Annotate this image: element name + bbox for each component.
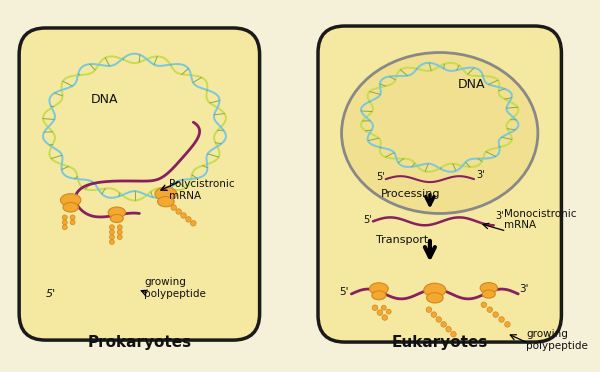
Circle shape — [431, 312, 437, 317]
Text: Eukaryotes: Eukaryotes — [392, 335, 488, 350]
Ellipse shape — [63, 202, 79, 212]
Text: 3': 3' — [519, 284, 529, 294]
Ellipse shape — [61, 194, 81, 206]
Circle shape — [372, 305, 377, 311]
Circle shape — [436, 317, 442, 322]
Ellipse shape — [110, 214, 123, 222]
Text: 3': 3' — [496, 211, 504, 221]
Circle shape — [377, 310, 383, 315]
Circle shape — [487, 307, 493, 312]
FancyBboxPatch shape — [19, 28, 260, 340]
Text: 5': 5' — [376, 172, 385, 182]
Circle shape — [62, 215, 67, 220]
Text: 5': 5' — [46, 289, 56, 299]
Ellipse shape — [427, 293, 443, 303]
Circle shape — [62, 220, 67, 225]
Text: Monocistronic
mRNA: Monocistronic mRNA — [503, 209, 576, 230]
Text: 5': 5' — [340, 287, 349, 297]
Circle shape — [186, 217, 191, 222]
Ellipse shape — [480, 283, 497, 294]
Circle shape — [191, 221, 196, 226]
Text: DNA: DNA — [90, 93, 118, 106]
Ellipse shape — [341, 52, 538, 214]
Circle shape — [109, 235, 115, 240]
Circle shape — [441, 322, 446, 327]
Ellipse shape — [108, 207, 125, 218]
Ellipse shape — [424, 283, 446, 297]
Ellipse shape — [482, 290, 495, 298]
Circle shape — [109, 240, 115, 244]
Text: Transport: Transport — [376, 235, 428, 245]
Circle shape — [493, 312, 499, 317]
Circle shape — [382, 315, 388, 320]
Circle shape — [382, 305, 386, 310]
Circle shape — [481, 302, 487, 308]
Circle shape — [109, 230, 115, 235]
Ellipse shape — [158, 196, 174, 207]
Circle shape — [109, 225, 115, 230]
Text: growing
polypeptide: growing polypeptide — [144, 277, 206, 299]
Circle shape — [117, 225, 122, 230]
FancyBboxPatch shape — [318, 26, 562, 342]
Circle shape — [446, 327, 451, 332]
Circle shape — [176, 209, 181, 214]
Text: 3': 3' — [476, 170, 485, 180]
Text: Processing: Processing — [381, 189, 440, 199]
Circle shape — [70, 215, 75, 220]
Text: DNA: DNA — [457, 78, 485, 91]
Circle shape — [451, 331, 456, 337]
Circle shape — [62, 225, 67, 230]
Circle shape — [426, 307, 431, 312]
Circle shape — [171, 205, 176, 210]
Circle shape — [70, 220, 75, 225]
Ellipse shape — [370, 283, 388, 295]
Circle shape — [386, 309, 391, 314]
Text: 5': 5' — [363, 215, 372, 225]
Text: growing
polypeptide: growing polypeptide — [526, 329, 588, 351]
Circle shape — [499, 317, 504, 322]
Circle shape — [181, 213, 186, 218]
Ellipse shape — [155, 187, 177, 201]
Circle shape — [117, 235, 122, 240]
Circle shape — [505, 322, 510, 327]
Text: Prokaryotes: Prokaryotes — [88, 335, 191, 350]
Ellipse shape — [372, 291, 386, 300]
Circle shape — [117, 230, 122, 235]
Text: Polycistronic
mRNA: Polycistronic mRNA — [169, 179, 235, 201]
